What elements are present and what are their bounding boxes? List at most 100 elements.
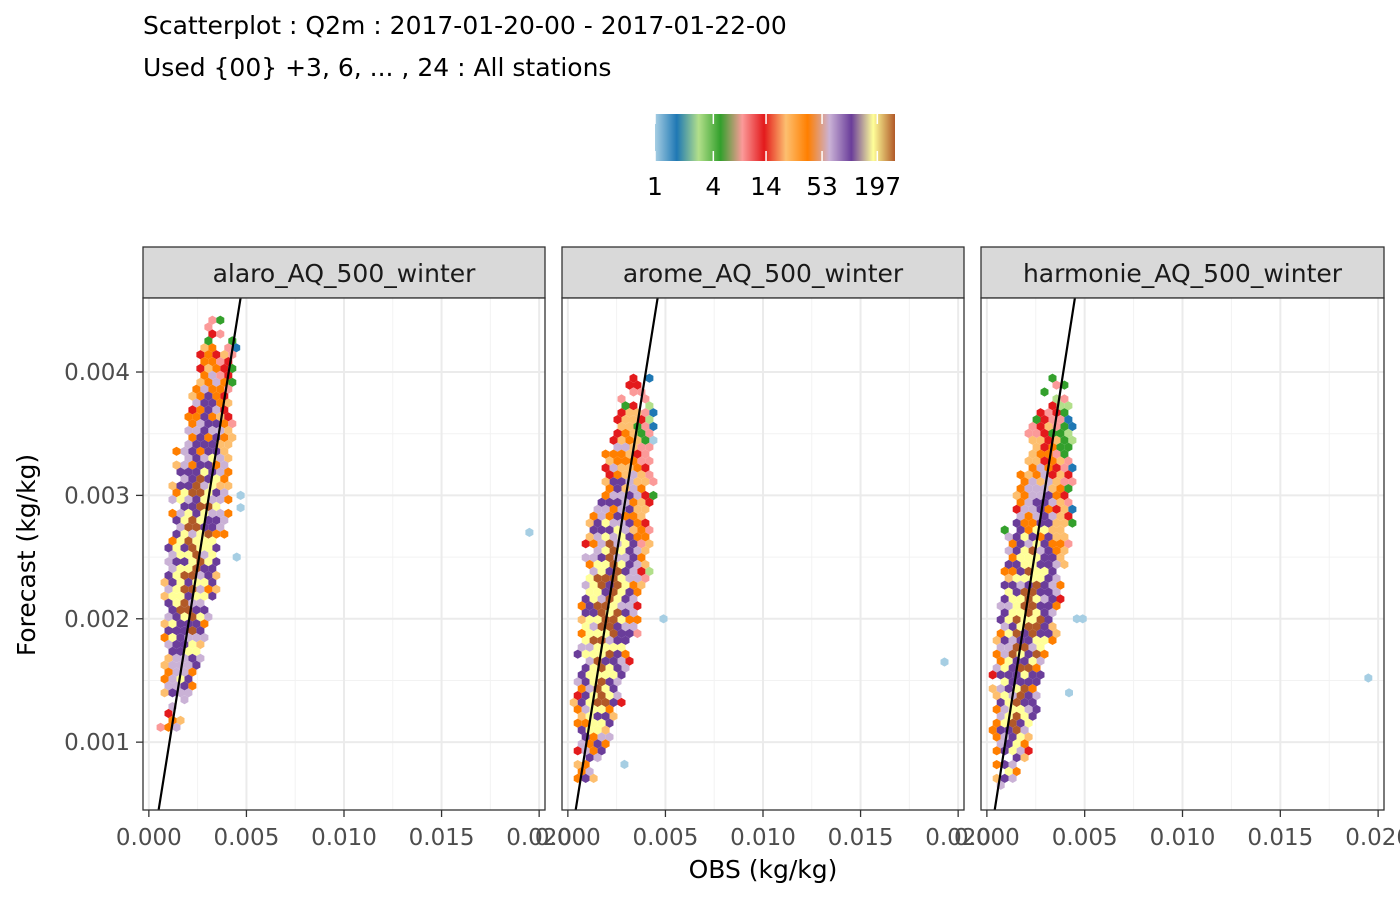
hexbin [593,573,602,583]
hexbin [196,474,205,484]
hexbin [633,477,642,487]
hexbin [184,522,193,532]
hexbin [1056,484,1065,494]
hexbin [184,591,193,601]
hexbin [633,546,642,556]
hexbin [184,646,193,656]
hexbin [160,633,169,643]
hexbin [589,525,598,535]
hexbin [168,591,177,601]
hexbin [1056,456,1065,466]
hexbin [1032,428,1041,438]
hexbin [176,536,185,546]
hexbin [1032,470,1041,480]
hexbin [601,739,610,749]
hexbin [581,635,590,645]
hexbin [1036,435,1045,445]
hexbin [172,557,181,567]
hexbin [1000,608,1009,618]
hexbin [1024,635,1033,645]
hexbin [637,428,646,438]
hexbin [625,601,634,611]
hexbin [613,428,622,438]
hexbin [184,426,193,436]
hexbin [172,653,181,663]
y-tick-labels: 0.001 0.002 0.003 0.004 [64,360,143,756]
hexbin [629,387,638,397]
hexbin [180,501,189,512]
hexbin [184,688,193,698]
hexbin [164,653,173,663]
hexbin [1008,608,1017,618]
hexbin [220,474,229,484]
hexbin [589,608,598,618]
hexbin [645,470,654,480]
hexbin [1020,711,1029,721]
hexbin [192,633,201,643]
hexbin [1036,642,1045,652]
hexbin [224,453,233,463]
hexbin [1028,697,1037,708]
hexbin [617,435,626,445]
hexbin [192,495,201,505]
hexbin [208,508,217,518]
hexbin [208,564,217,574]
facet-strip [142,246,546,299]
x-tick-label: 0.005 [632,825,698,851]
hexbin [200,605,209,615]
hexbin [637,580,646,590]
hexbin [204,350,213,360]
hexbin [633,518,642,528]
hexbin [1036,670,1045,680]
hexbin [192,467,201,477]
hexbin [192,426,201,436]
hexbin [585,684,594,694]
hexbin [220,446,229,456]
facet-strip-label: harmonie_AQ_500_winter [1023,259,1343,288]
hexbin [577,642,586,652]
hexbin [605,663,614,673]
hexbin [1044,615,1053,625]
hexbin [164,557,173,567]
hexbin [577,628,586,639]
hexbin [208,315,217,325]
hexbin [1012,490,1021,501]
hexbin [641,559,650,570]
hexbin [200,343,209,353]
hexbin [192,398,201,408]
hexbin [1056,442,1065,452]
hexbin [1064,401,1073,411]
hexbin [1020,739,1029,749]
hexbin [1048,622,1057,632]
hexbin [1056,470,1065,480]
hexbin [172,722,181,732]
hexbin [1000,580,1009,590]
hexbin [168,619,177,629]
hexbin [589,663,598,673]
hexbin [1032,663,1041,673]
hexbin [1036,449,1045,459]
hexbin [1020,532,1029,542]
hexbin [200,412,209,422]
hexbin [613,594,622,604]
hexbin [613,497,622,507]
hexbin [1028,477,1037,487]
hexbin [1004,601,1013,611]
hexbin [577,711,586,721]
hexbin [200,357,209,367]
hexbin [1032,691,1041,701]
hexbin [1016,663,1025,673]
hexbin [633,380,642,390]
x-tick-label: 0.010 [1150,825,1216,851]
hexbin [1044,587,1053,597]
hexbin [1044,435,1053,445]
hexbin [1024,525,1033,535]
hexbin [176,646,185,656]
hexbin [1040,442,1049,452]
hexbin [188,681,197,691]
hexbin [988,670,997,680]
hexbin [188,543,197,553]
hexbin [1048,525,1057,535]
hexbin [637,470,646,480]
hexbin [188,405,197,415]
